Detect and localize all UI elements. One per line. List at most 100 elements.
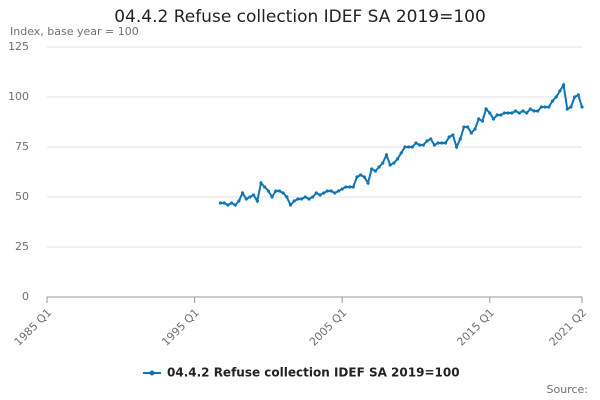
point: [543, 105, 547, 109]
point: [425, 139, 429, 143]
point: [240, 191, 245, 195]
point: [525, 111, 529, 115]
point: [414, 141, 418, 145]
point: [285, 195, 289, 199]
point: [222, 201, 226, 205]
source: Source:: [547, 383, 589, 396]
point: [547, 105, 551, 109]
point: [218, 201, 223, 205]
point: [447, 135, 451, 139]
point: [418, 143, 422, 147]
point: [488, 111, 492, 115]
y-tick-label: 50: [15, 190, 29, 203]
point: [252, 193, 256, 197]
point: [259, 181, 263, 185]
point: [388, 163, 392, 167]
point: [355, 175, 359, 179]
point: [359, 173, 363, 177]
chart-title: 04.4.2 Refuse collection IDEF SA 2019=10…: [114, 7, 486, 27]
y-tick-label: 0: [22, 290, 29, 303]
point: [292, 199, 296, 203]
point: [362, 175, 366, 179]
point: [325, 189, 330, 193]
point: [340, 187, 344, 191]
series-line: [220, 82, 583, 207]
point: [336, 189, 341, 193]
point: [344, 185, 348, 189]
point: [296, 197, 300, 201]
legend-label: 04.4.2 Refuse collection IDEF SA 2019=10…: [167, 366, 460, 380]
point: [370, 167, 374, 171]
y-tick-label: 75: [15, 140, 29, 153]
point: [550, 99, 555, 103]
y-tick-label: 100: [8, 90, 29, 103]
point: [491, 117, 496, 121]
point: [458, 137, 462, 141]
y-tick-label: 25: [15, 240, 29, 253]
subtitle: Index, base year = 100: [10, 25, 139, 38]
point: [554, 95, 558, 99]
point: [237, 199, 241, 203]
point: [329, 189, 333, 193]
point: [440, 141, 444, 145]
point: [377, 165, 381, 169]
point: [469, 131, 473, 135]
point: [318, 193, 322, 197]
point: [539, 105, 544, 109]
point: [576, 93, 580, 97]
point: [277, 189, 282, 193]
point: [373, 169, 377, 173]
point: [351, 185, 355, 189]
point: [521, 109, 525, 113]
point: [466, 125, 470, 129]
point: [454, 145, 459, 149]
point: [502, 111, 507, 115]
point: [565, 107, 569, 111]
point: [347, 185, 352, 189]
point: [307, 197, 311, 201]
point: [432, 143, 437, 147]
point: [403, 145, 407, 149]
point: [569, 105, 573, 109]
point: [406, 145, 411, 149]
point: [226, 203, 230, 207]
point: [536, 109, 540, 113]
point: [561, 83, 566, 87]
point: [473, 127, 477, 131]
x-tick-label: 1995 Q1: [159, 306, 202, 349]
x-tick-label: 2015 Q1: [454, 306, 497, 349]
x-tick-label: 2005 Q1: [307, 306, 350, 349]
point: [274, 189, 278, 193]
point: [248, 195, 252, 199]
y-tick-label: 125: [8, 40, 29, 53]
point: [366, 181, 370, 185]
point: [421, 143, 425, 147]
point: [528, 107, 532, 111]
point: [558, 89, 562, 93]
point: [255, 199, 259, 203]
point: [532, 109, 536, 113]
point: [384, 153, 389, 157]
x-tick-label: 2021 Q2: [547, 306, 590, 349]
point: [314, 191, 318, 195]
point: [229, 201, 234, 205]
point: [513, 109, 518, 113]
point: [244, 197, 248, 201]
point: [266, 189, 270, 193]
point: [477, 117, 481, 121]
point: [299, 197, 304, 201]
point: [288, 203, 293, 207]
point: [480, 119, 484, 123]
point: [573, 95, 577, 99]
point: [580, 105, 584, 109]
point: [395, 157, 400, 161]
point: [322, 191, 326, 195]
point: [281, 191, 285, 195]
point: [410, 145, 414, 149]
point: [499, 113, 503, 117]
point: [263, 185, 267, 189]
point: [462, 125, 466, 129]
point: [506, 111, 510, 115]
point: [270, 195, 274, 199]
